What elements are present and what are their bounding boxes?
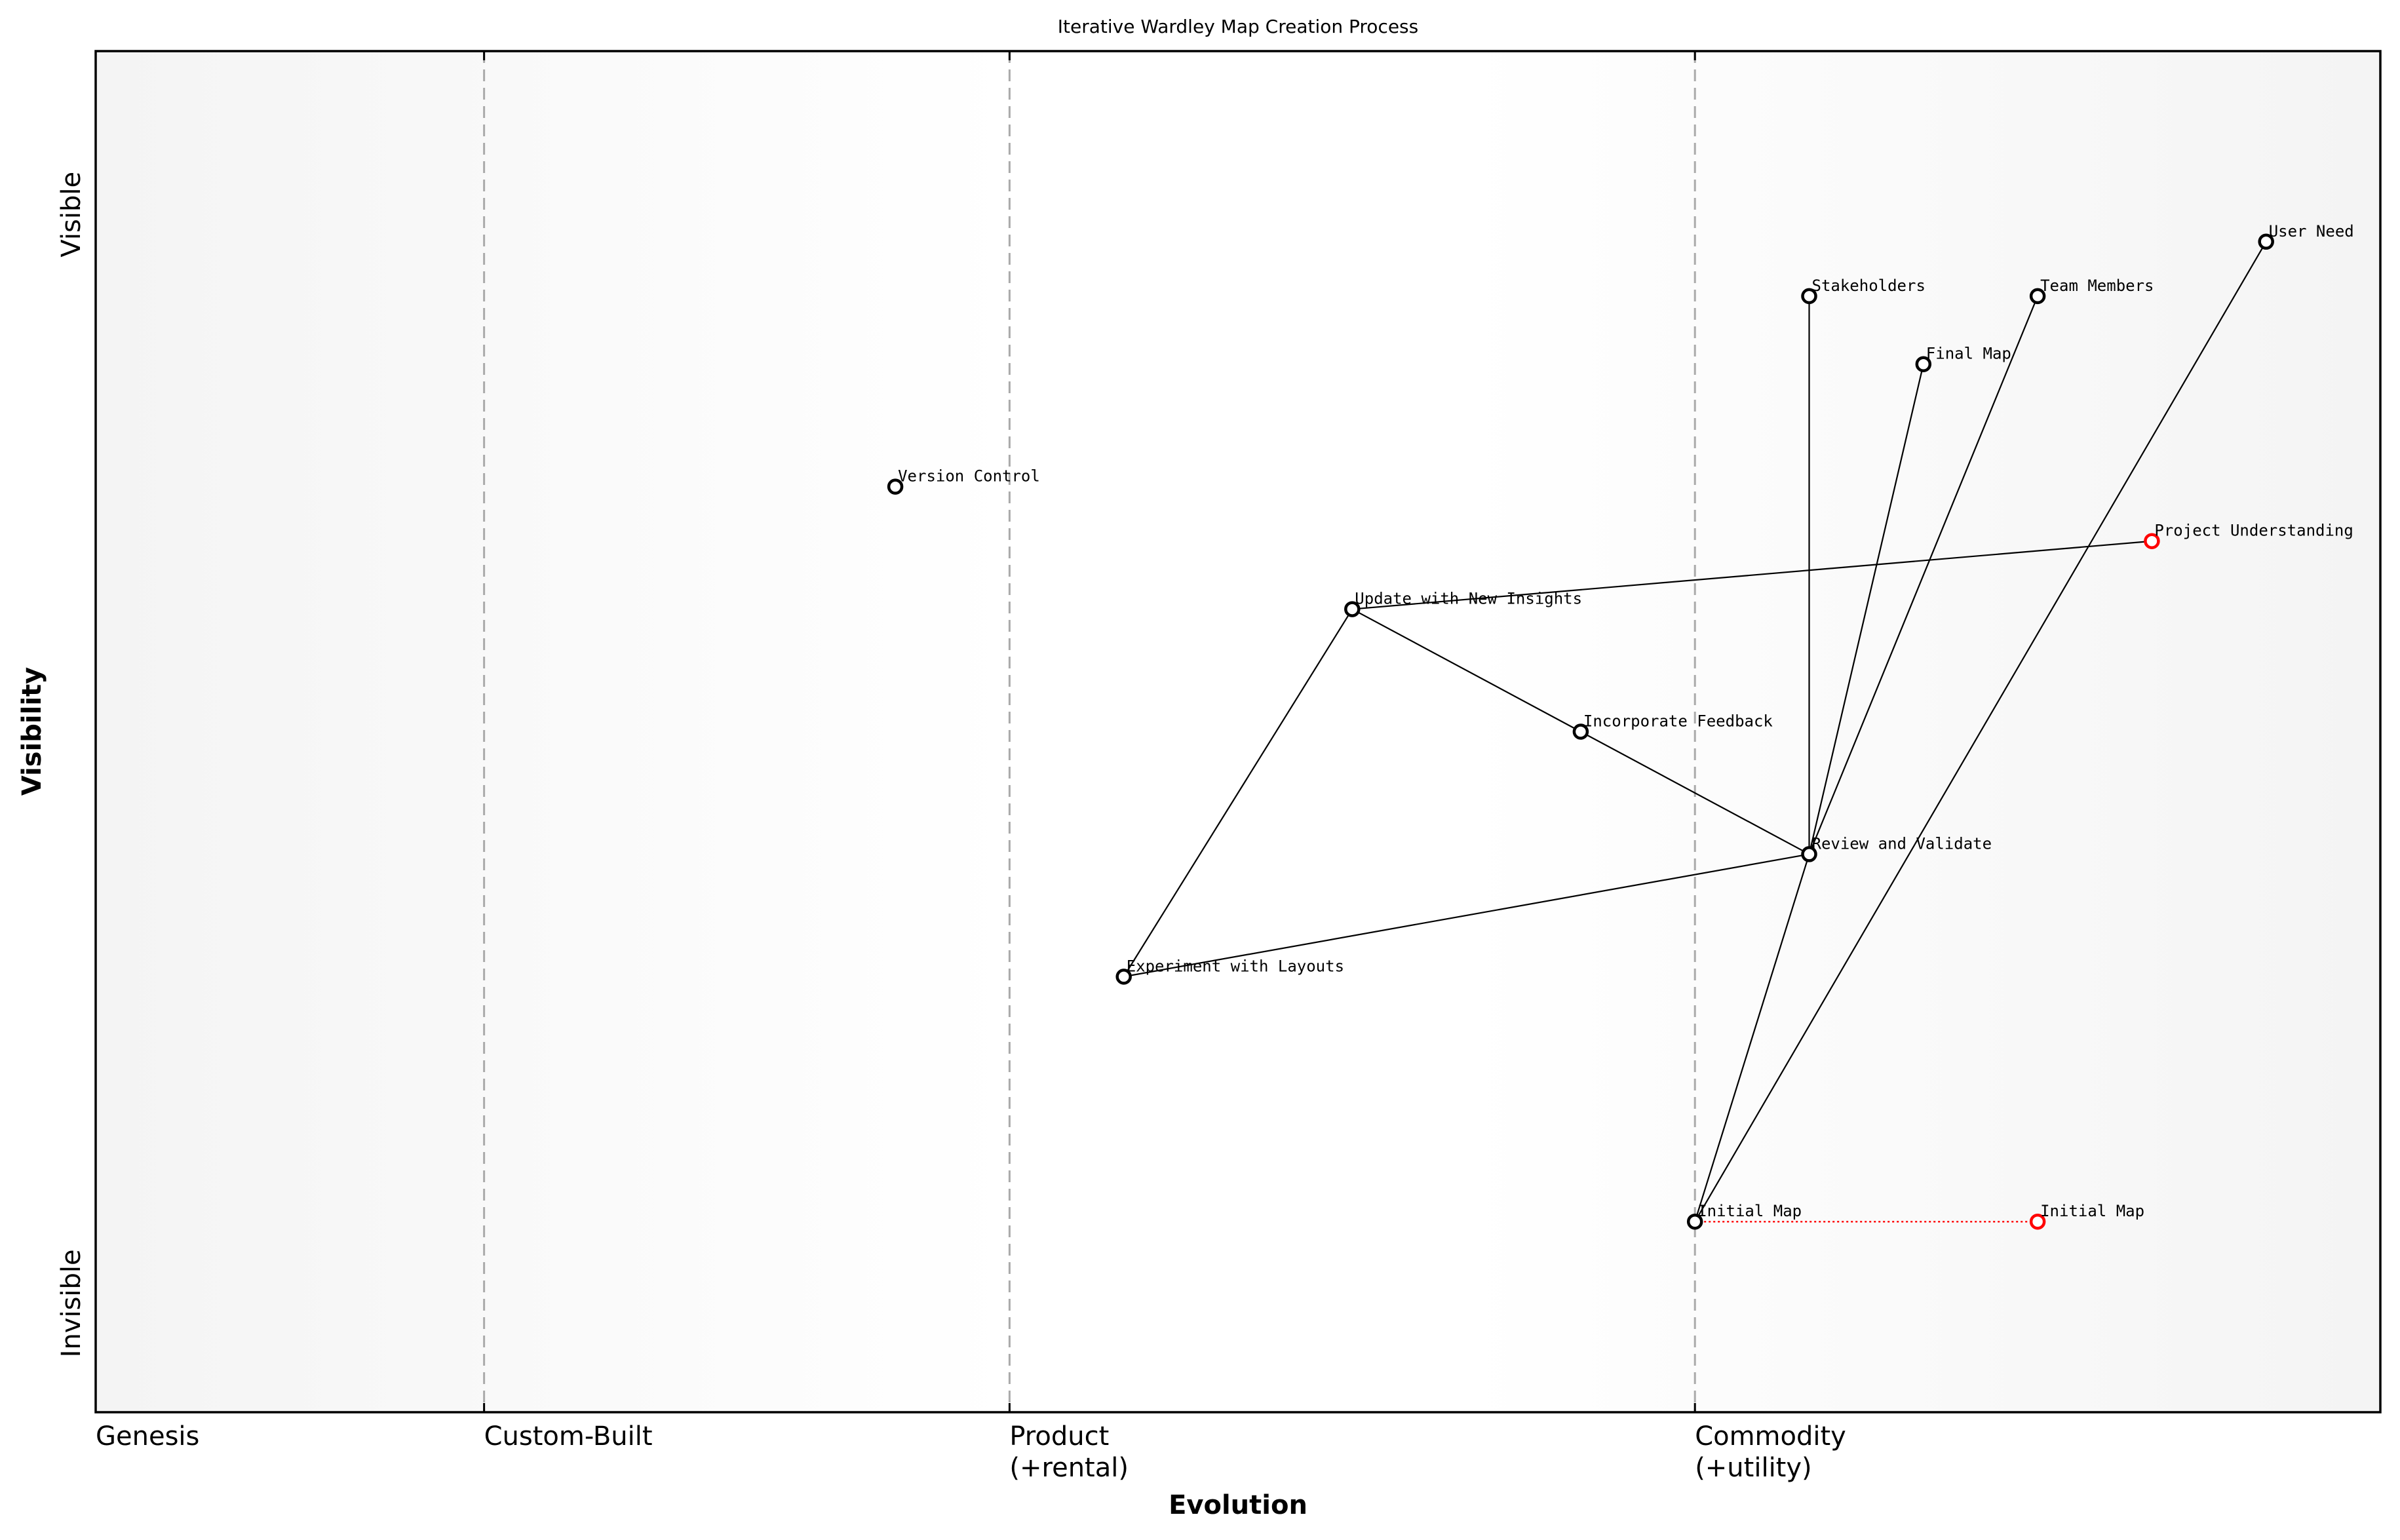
node-update-insights[interactable]: Update with New Insights [1344,590,1582,617]
node-project-understanding[interactable]: Project Understanding [2144,522,2353,549]
node-label: Experiment with Layouts [1127,957,1344,975]
node-initial-map-evolved[interactable]: Initial Map [2029,1202,2144,1230]
node-initial-map[interactable]: Initial Map [1686,1202,1802,1230]
link-update-insights-to-project-understanding [1352,540,2152,610]
node-marker-icon[interactable] [2144,533,2160,549]
node-marker-icon[interactable] [2258,233,2274,250]
node-experiment-layouts[interactable]: Experiment with Layouts [1115,957,1344,985]
y-tick-label: Invisible [56,1249,87,1357]
node-stakeholders[interactable]: Stakeholders [1801,277,1926,305]
link-team-members-to-review-validate [1808,296,2039,855]
node-marker-icon[interactable] [2029,1213,2046,1230]
x-axis-title: Evolution [1169,1490,1307,1520]
node-team-members[interactable]: Team Members [2029,277,2154,305]
y-axis-ticks: Invisible Visible [56,172,87,1357]
node-final-map[interactable]: Final Map [1915,345,2011,372]
x-tick-label: Commodity (+utility) [1695,1421,1846,1483]
node-marker-icon[interactable] [887,478,904,495]
node-marker-icon[interactable] [1115,969,1132,985]
link-review-validate-to-initial-map [1694,854,1810,1222]
node-label: Team Members [2040,277,2154,295]
node-marker-icon[interactable] [1686,1213,1703,1230]
y-axis-title: Visibility [17,667,47,796]
node-label: Update with New Insights [1355,590,1582,608]
node-label: Project Understanding [2154,522,2353,540]
node-label: Stakeholders [1812,277,1926,295]
link-update-insights-to-experiment-layouts [1123,608,1353,977]
node-marker-icon[interactable] [2029,288,2046,305]
dependency-links [1123,241,2267,1222]
node-marker-icon[interactable] [1801,846,1817,862]
y-tick-label: Visible [56,172,87,258]
node-marker-icon[interactable] [1572,723,1589,740]
x-tick-label: Product (+rental) [1009,1421,1129,1483]
node-review-validate[interactable]: Review and Validate [1801,834,1992,862]
node-marker-icon[interactable] [1915,356,1932,372]
node-marker-icon[interactable] [1801,288,1817,305]
x-axis-ticks: Genesis Custom-Built Product (+rental) Commo… [94,51,1846,1483]
link-incorporate-feedback-to-update-insights [1351,608,1581,733]
node-marker-icon[interactable] [1344,601,1361,617]
node-label: Version Control [898,467,1040,486]
stage-dividers [483,51,1696,1412]
node-label: Review and Validate [1812,834,1992,853]
link-user-need-to-initial-map [1694,241,2267,1222]
plot-background [96,51,2380,1412]
node-label: User Need [2269,222,2354,241]
plot-frame [94,50,2382,1414]
node-label: Initial Map [2040,1202,2144,1220]
x-tick-label: Genesis [96,1421,199,1452]
link-experiment-layouts-to-review-validate [1123,853,1810,978]
node-user-need[interactable]: User Need [2258,222,2354,250]
x-tick-label: Custom-Built [484,1421,653,1452]
link-review-validate-to-incorporate-feedback [1580,731,1810,855]
node-label: Incorporate Feedback [1583,712,1773,731]
node-label: Final Map [1926,345,2011,363]
component-nodes: User Need Stakeholders Team Members Final M… [887,222,2354,1230]
link-final-map-to-review-validate [1808,364,1924,855]
node-label: Initial Map [1697,1202,1802,1220]
chart-title: Iterative Wardley Map Creation Process [1058,16,1418,37]
node-incorporate-feedback[interactable]: Incorporate Feedback [1572,712,1773,740]
node-version-control[interactable]: Version Control [887,467,1040,495]
